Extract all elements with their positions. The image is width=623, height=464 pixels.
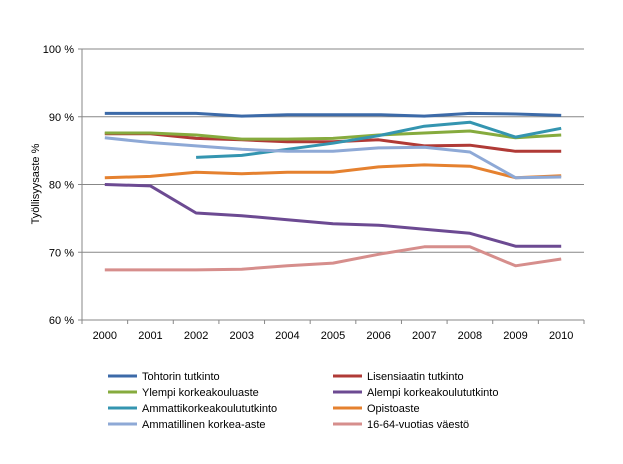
- legend-label: Opistoaste: [367, 403, 420, 415]
- series-line-6: [104, 136, 562, 180]
- x-tick-label: 2002: [184, 330, 208, 342]
- x-tick-label: 2008: [458, 330, 482, 342]
- x-tick-label: 2010: [549, 330, 573, 342]
- legend-label: Ylempi korkeakouluaste: [142, 387, 259, 399]
- y-tick-label: 60 %: [49, 315, 74, 327]
- x-tick-label: 2003: [229, 330, 253, 342]
- x-tick-label: 2000: [93, 330, 117, 342]
- series-line-7: [104, 245, 562, 272]
- x-tick-label: 2001: [138, 330, 162, 342]
- series-line-4: [196, 120, 562, 159]
- legend-label: Tohtorin tutkinto: [142, 371, 220, 383]
- y-tick-label: 100 %: [43, 44, 74, 56]
- x-tick-label: 2005: [321, 330, 345, 342]
- series-line-5: [104, 163, 562, 180]
- y-tick-label: 90 %: [49, 112, 74, 124]
- y-axis-label: Työllisyysaste %: [30, 143, 42, 224]
- x-tick-label: 2007: [412, 330, 436, 342]
- series-line-0: [104, 111, 562, 118]
- y-tick-label: 80 %: [49, 180, 74, 192]
- series-line-3: [104, 183, 562, 248]
- y-tick-label: 70 %: [49, 247, 74, 259]
- series-line-2: [104, 129, 562, 141]
- x-tick-label: 2004: [275, 330, 299, 342]
- legend-label: Ammatillinen korkea-aste: [142, 419, 266, 431]
- legend-label: Alempi korkeakoulututkinto: [367, 387, 498, 399]
- x-tick-label: 2009: [503, 330, 527, 342]
- legend-label: 16-64-vuotias väestö: [367, 419, 469, 431]
- legend-label: Lisensiaatin tutkinto: [367, 371, 464, 383]
- legend-label: Ammattikorkeakoulututkinto: [142, 403, 277, 415]
- x-tick-label: 2006: [366, 330, 390, 342]
